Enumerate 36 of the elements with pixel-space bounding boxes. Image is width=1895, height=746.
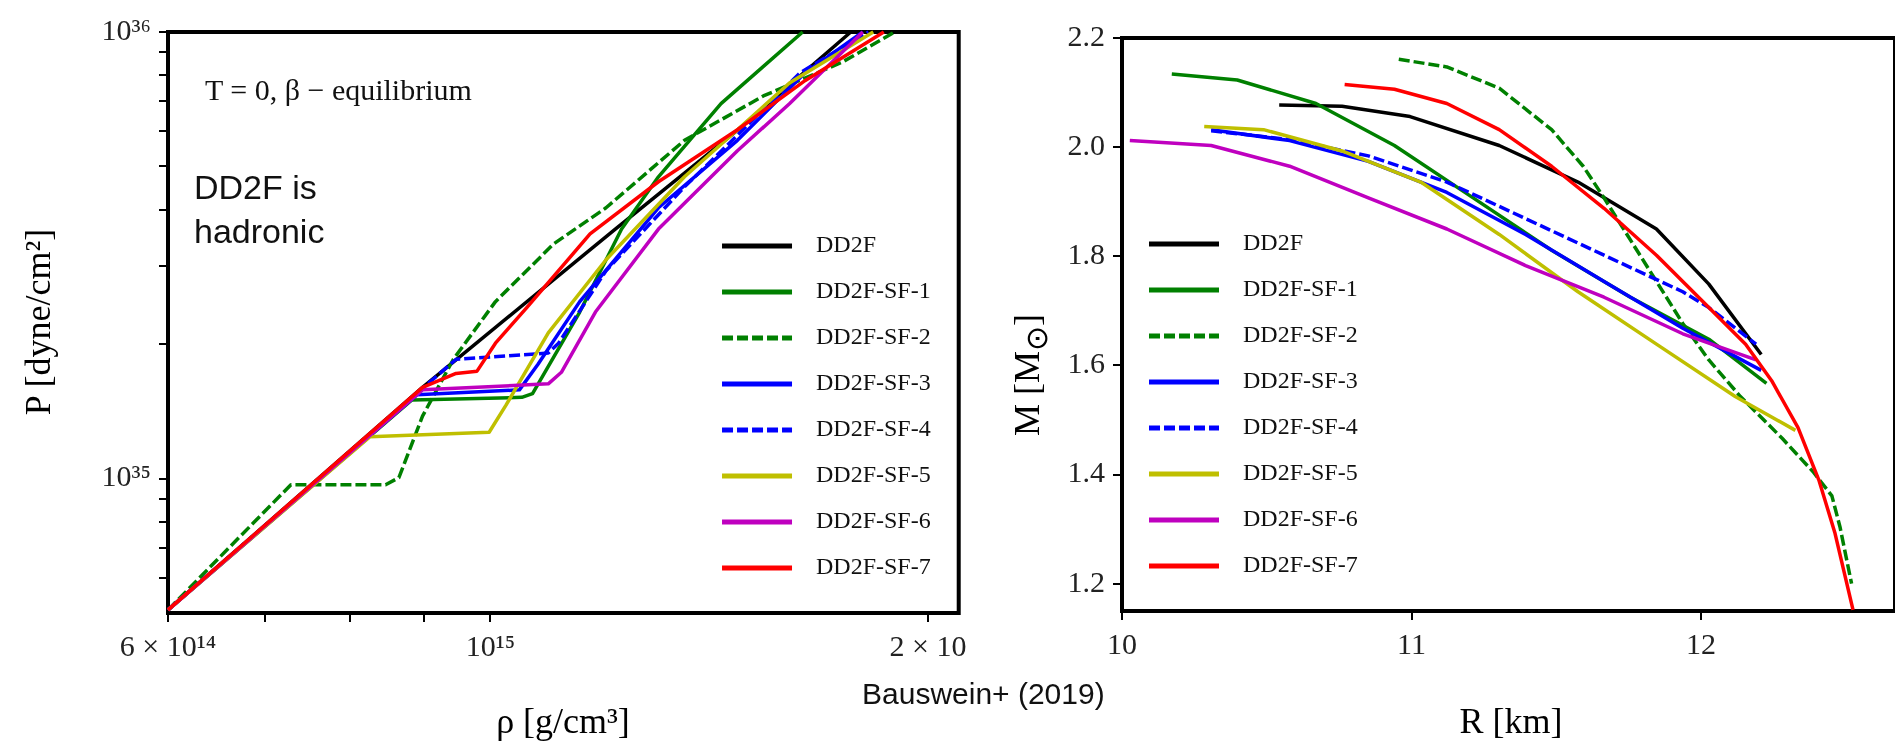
annotation: T = 0, β − equilibrium — [205, 72, 473, 108]
annotation: DD2F is hadronic — [194, 167, 326, 253]
legend-label: DD2F-SF-3 — [816, 369, 931, 396]
x-tick-label: 10¹⁵ — [465, 628, 516, 662]
legend-label: DD2F-SF-2 — [1243, 321, 1358, 348]
legend-label: DD2F-SF-1 — [1243, 275, 1358, 302]
legend-label: DD2F-SF-4 — [1243, 413, 1358, 440]
legend-label: DD2F — [1243, 229, 1304, 256]
legend-label: DD2F-SF-1 — [816, 277, 931, 304]
legend-label: DD2F-SF-2 — [816, 323, 931, 350]
y-axis-title: P [dyne/cm²] — [17, 228, 59, 416]
x-tick-label: 6 × 10¹⁴ — [119, 628, 217, 662]
legend-label: DD2F — [816, 231, 877, 258]
x-axis-title: ρ [g/cm³] — [496, 700, 630, 742]
legend-label: DD2F-SF-7 — [1243, 551, 1358, 578]
y-tick-label: 2.0 — [1067, 128, 1105, 162]
legend-label: DD2F-SF-6 — [816, 507, 931, 534]
y-tick-label: 2.2 — [1067, 18, 1105, 52]
x-tick-label: 12 — [1686, 626, 1717, 660]
legend-label: DD2F-SF-3 — [1243, 367, 1358, 394]
legend-label: DD2F-SF-5 — [816, 461, 931, 488]
x-axis-title: R [km] — [1459, 700, 1563, 742]
x-tick-label: 2 × 10 — [889, 628, 967, 662]
y-tick-label: 1.4 — [1067, 455, 1105, 489]
y-tick-label: 1.6 — [1067, 346, 1105, 380]
text: Bauswein+ (2019) — [862, 676, 1106, 712]
legend-label: DD2F-SF-7 — [816, 553, 931, 580]
x-tick-label: 10 — [1107, 626, 1137, 660]
y-tick-label: 10³⁵ — [101, 459, 151, 493]
x-tick-label: 11 — [1397, 626, 1426, 660]
legend-label: DD2F-SF-6 — [1243, 505, 1358, 532]
legend-label: DD2F-SF-5 — [1243, 459, 1358, 486]
y-tick-label: 1.2 — [1067, 564, 1105, 598]
legend-label: DD2F-SF-4 — [816, 415, 931, 442]
y-tick-label: 10³⁶ — [101, 12, 151, 46]
y-tick-label: 1.8 — [1067, 237, 1105, 271]
